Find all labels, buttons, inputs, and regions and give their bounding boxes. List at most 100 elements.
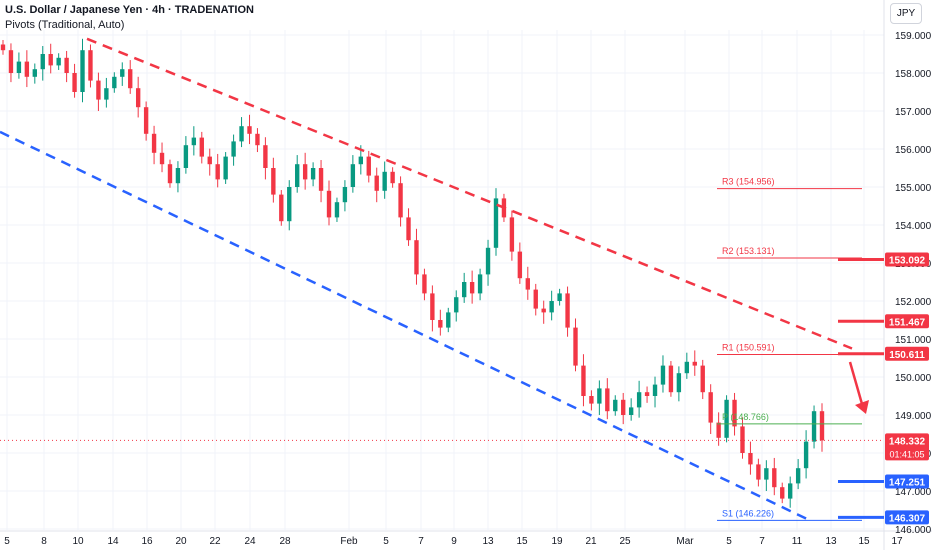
- candle-body: [374, 175, 379, 191]
- candle-body: [549, 301, 554, 313]
- candle-body: [756, 464, 761, 480]
- candle-body: [151, 133, 157, 153]
- candle-body: [366, 156, 371, 176]
- candle-body: [780, 487, 785, 499]
- candle-body: [613, 399, 618, 412]
- price-tick-label: 149.000: [895, 411, 932, 422]
- symbol-title[interactable]: U.S. Dollar / Japanese Yen · 4h · TRADEN…: [5, 4, 254, 16]
- upper-trend-line: [86, 37, 853, 350]
- candle-body: [636, 392, 642, 408]
- level-tag-label: 150.611: [889, 350, 925, 361]
- level-tag-label: 147.251: [889, 477, 926, 488]
- candle-body: [533, 289, 538, 309]
- time-tick-label: 21: [585, 536, 597, 547]
- level-tag: [885, 314, 929, 329]
- candle-body: [16, 61, 22, 73]
- candle-body: [676, 373, 682, 393]
- indicator-label[interactable]: Pivots (Traditional, Auto): [5, 19, 125, 31]
- candle-body: [692, 361, 697, 366]
- level-tag-label: 151.467: [889, 317, 926, 328]
- candle-body: [263, 145, 268, 168]
- candle-body: [430, 293, 435, 320]
- price-tick-label: 152.000: [895, 297, 932, 308]
- level-tag-label: 146.307: [889, 513, 926, 524]
- level-tag-label: 153.092: [889, 256, 926, 267]
- candle-body: [310, 168, 316, 180]
- candle-body: [8, 50, 14, 73]
- time-tick-label: 10: [72, 536, 84, 547]
- time-tick-label: 15: [516, 536, 528, 547]
- candle-body: [64, 57, 69, 73]
- candle-body: [740, 426, 745, 453]
- candle-body: [215, 164, 220, 180]
- candle-body: [700, 365, 705, 393]
- candle-body: [358, 156, 364, 165]
- candle-body: [628, 407, 634, 415]
- candle-body: [493, 198, 499, 248]
- candle-body: [390, 171, 395, 184]
- time-tick-label: 7: [759, 536, 765, 547]
- candle-body: [32, 69, 37, 77]
- candle-body: [660, 365, 666, 385]
- candle-body: [803, 441, 809, 469]
- current-price-tag: [885, 433, 929, 461]
- time-tick-label: Mar: [676, 536, 694, 547]
- candle-body: [589, 396, 594, 404]
- candle-body: [748, 453, 753, 465]
- candle-body: [318, 168, 324, 191]
- candle-body: [167, 164, 173, 184]
- pivot-label-r3: R3 (154.956): [722, 177, 775, 187]
- candle-body: [716, 422, 721, 438]
- price-tick-label: 151.000: [895, 335, 932, 346]
- price-tick-label: 159.000: [895, 31, 932, 42]
- candle-body: [811, 411, 817, 442]
- candle-body: [56, 57, 61, 66]
- arrow-head: [855, 400, 869, 414]
- candle-body: [342, 187, 348, 203]
- time-tick-label: 19: [551, 536, 563, 547]
- candle-body: [40, 54, 45, 70]
- candle-body: [772, 468, 777, 488]
- candle-body: [573, 327, 578, 366]
- currency-button[interactable]: JPY: [890, 3, 922, 24]
- candle-body: [525, 278, 530, 290]
- candle-body: [191, 137, 197, 146]
- time-tick-label: 16: [141, 536, 153, 547]
- candle-body: [708, 392, 713, 423]
- candle-body: [446, 312, 451, 328]
- candle-body: [287, 187, 292, 222]
- time-tick-label: 20: [175, 536, 187, 547]
- time-tick-label: 8: [41, 536, 47, 547]
- time-tick-label: 14: [107, 536, 119, 547]
- time-tick-label: 11: [792, 536, 803, 547]
- time-tick-label: 5: [383, 536, 389, 547]
- candle-body: [183, 145, 189, 168]
- candle-body: [302, 164, 308, 180]
- candle-body: [724, 399, 729, 438]
- time-tick-label: Feb: [340, 536, 358, 547]
- candle-body: [255, 133, 260, 146]
- candle-body: [795, 468, 801, 484]
- time-tick-label: 24: [244, 536, 256, 547]
- candle-body: [764, 468, 769, 480]
- candle-body: [406, 217, 411, 241]
- candle-body: [382, 171, 387, 191]
- candle-body: [477, 274, 483, 294]
- time-tick-label: 25: [619, 536, 631, 547]
- price-tick-label: 150.000: [895, 373, 932, 384]
- time-tick-label: 22: [209, 536, 221, 547]
- candle-body: [295, 164, 300, 187]
- time-tick-label: 13: [482, 536, 494, 547]
- price-tick-label: 156.000: [895, 145, 932, 156]
- candle-body: [231, 141, 236, 157]
- candle-body: [819, 411, 825, 441]
- time-tick-label: 15: [858, 536, 870, 547]
- candle-body: [414, 240, 419, 275]
- level-tag: [885, 510, 929, 525]
- candle-body: [668, 365, 674, 393]
- level-tag: [885, 474, 929, 489]
- price-tick-label: 146.000: [895, 525, 932, 536]
- current-price-label: 148.332: [889, 436, 926, 447]
